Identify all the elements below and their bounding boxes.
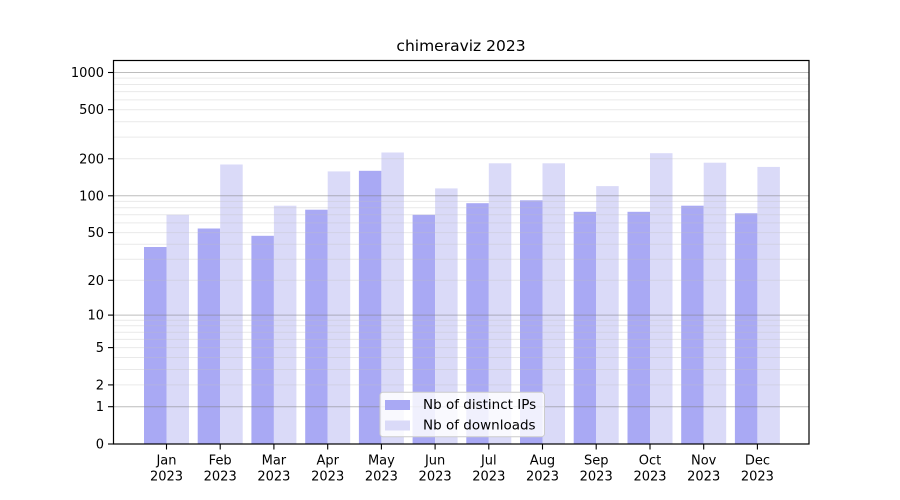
bar-distinct-ips-feb bbox=[197, 228, 221, 444]
bar-distinct-ips-sep bbox=[573, 211, 597, 444]
bar-downloads-may bbox=[381, 152, 404, 444]
y-tick-label: 50 bbox=[87, 226, 104, 241]
y-tick-label: 10 bbox=[87, 309, 104, 324]
y-tick-label: 500 bbox=[79, 103, 104, 118]
bar-distinct-ips-apr bbox=[305, 209, 328, 444]
x-tick-label-month: Dec bbox=[745, 454, 770, 469]
x-tick-label-year: 2023 bbox=[150, 470, 183, 485]
x-tick-label-year: 2023 bbox=[257, 470, 290, 485]
x-tick-label-month: Apr bbox=[316, 454, 339, 469]
x-tick-label-month: Nov bbox=[691, 454, 717, 469]
x-tick-label-month: Aug bbox=[530, 454, 555, 469]
bar-downloads-feb bbox=[220, 164, 243, 444]
legend: Nb of distinct IPs Nb of downloads bbox=[379, 391, 545, 438]
plot-border bbox=[112, 59, 810, 445]
y-tick-label: 5 bbox=[96, 341, 104, 356]
x-tick-label-month: Jun bbox=[424, 454, 445, 469]
y-tick-label: 100 bbox=[79, 189, 104, 204]
grid-layer bbox=[113, 72, 809, 408]
y-tick-label: 0 bbox=[96, 438, 104, 453]
legend-box bbox=[379, 391, 545, 438]
bar-downloads-aug bbox=[542, 163, 565, 445]
y-tick-label: 2 bbox=[96, 378, 104, 393]
bar-downloads-dec bbox=[757, 166, 780, 444]
bar-downloads-oct bbox=[650, 153, 673, 444]
x-tick-label-year: 2023 bbox=[204, 470, 237, 485]
x-tick-label-year: 2023 bbox=[419, 470, 452, 485]
y-tick-label: 1 bbox=[96, 400, 104, 415]
legend-label-distinct-ips: Nb of distinct IPs bbox=[423, 397, 536, 413]
x-tick-label-month: Sep bbox=[584, 454, 609, 469]
x-tick-label-month: May bbox=[368, 454, 395, 469]
x-tick-label-month: Oct bbox=[639, 454, 661, 469]
bar-distinct-ips-jun bbox=[412, 214, 436, 444]
x-tick-label-year: 2023 bbox=[472, 470, 505, 485]
bar-downloads-mar bbox=[273, 205, 297, 444]
legend-label-downloads: Nb of downloads bbox=[423, 418, 536, 434]
x-tick-label-year: 2023 bbox=[311, 470, 344, 485]
y-tick-label: 200 bbox=[79, 152, 104, 167]
bar-downloads-nov bbox=[703, 162, 727, 444]
x-tick-label-year: 2023 bbox=[526, 470, 559, 485]
x-tick-label-year: 2023 bbox=[741, 470, 774, 485]
legend-swatch-distinct-ips bbox=[385, 400, 410, 410]
x-tick-label-month: Mar bbox=[262, 454, 287, 469]
bar-distinct-ips-aug bbox=[520, 200, 543, 444]
axes-layer: 01251020501002005001000Jan2023Feb2023Mar… bbox=[71, 66, 774, 485]
bars-layer bbox=[144, 152, 780, 445]
bar-distinct-ips-oct bbox=[627, 211, 650, 444]
bar-distinct-ips-may bbox=[358, 170, 382, 445]
x-tick-label-month: Jul bbox=[480, 454, 497, 469]
y-tick-label: 20 bbox=[87, 274, 104, 289]
bar-distinct-ips-jul bbox=[466, 203, 489, 444]
x-tick-label-year: 2023 bbox=[633, 470, 666, 485]
bar-distinct-ips-nov bbox=[681, 205, 704, 444]
x-tick-label-year: 2023 bbox=[365, 470, 398, 485]
x-tick-label-month: Feb bbox=[209, 454, 232, 469]
bar-downloads-apr bbox=[327, 171, 351, 444]
y-tick-label: 1000 bbox=[71, 66, 104, 81]
x-tick-label-year: 2023 bbox=[687, 470, 720, 485]
x-tick-label-month: Jan bbox=[155, 454, 176, 469]
bar-downloads-jan bbox=[166, 214, 189, 444]
legend-swatch-downloads bbox=[385, 420, 410, 431]
chart-title: chimeraviz 2023 bbox=[396, 37, 525, 55]
bar-downloads-jun bbox=[435, 188, 458, 444]
bar-downloads-jul bbox=[488, 163, 512, 445]
bar-distinct-ips-jan bbox=[144, 247, 167, 444]
bar-distinct-ips-mar bbox=[251, 235, 274, 444]
x-tick-label-year: 2023 bbox=[580, 470, 613, 485]
bar-distinct-ips-dec bbox=[734, 213, 758, 444]
